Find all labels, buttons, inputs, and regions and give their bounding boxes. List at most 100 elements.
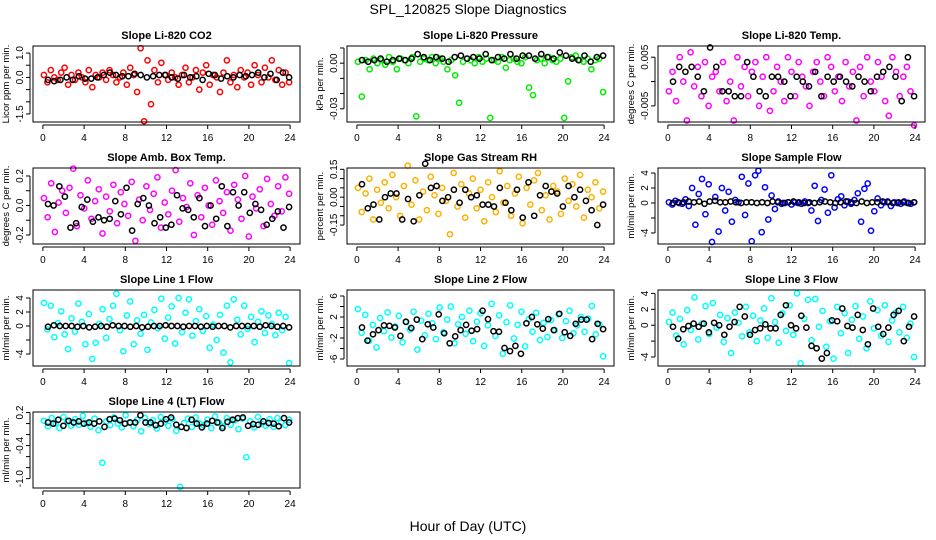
data-point bbox=[721, 207, 729, 214]
panel-title: Slope Line 4 (LT) Flow bbox=[109, 396, 225, 408]
data-point bbox=[514, 321, 521, 329]
x-tick-label: 24 bbox=[285, 133, 297, 144]
data-point bbox=[492, 208, 500, 216]
mean-point bbox=[137, 71, 145, 79]
mean-point bbox=[402, 318, 410, 326]
data-point bbox=[541, 59, 549, 67]
data-point bbox=[238, 215, 245, 223]
data-point bbox=[77, 191, 84, 199]
mean-point bbox=[710, 319, 718, 327]
data-point bbox=[240, 302, 248, 310]
x-tick-label: 8 bbox=[437, 255, 443, 266]
data-point bbox=[775, 339, 783, 347]
mean-point bbox=[211, 71, 219, 79]
data-point bbox=[499, 350, 507, 358]
mean-point bbox=[143, 74, 151, 81]
x-tick-label: 20 bbox=[243, 133, 255, 144]
data-point bbox=[154, 78, 162, 86]
mean-point bbox=[561, 328, 569, 336]
data-point bbox=[82, 78, 89, 86]
data-point bbox=[82, 340, 89, 348]
mean-point bbox=[695, 198, 703, 205]
mean-point bbox=[700, 87, 708, 95]
data-point bbox=[227, 78, 234, 86]
y-axis-label: ml/min per min. bbox=[315, 296, 326, 361]
data-point bbox=[220, 349, 227, 356]
mean-point bbox=[669, 78, 677, 85]
data-points bbox=[665, 167, 918, 246]
data-point bbox=[860, 92, 867, 100]
data-point bbox=[176, 483, 184, 491]
mean-point bbox=[369, 330, 377, 338]
data-point bbox=[400, 182, 408, 190]
mean-point bbox=[433, 182, 440, 190]
data-point bbox=[507, 212, 515, 220]
y-tick-label: 0.00 bbox=[329, 187, 340, 207]
data-points bbox=[40, 411, 293, 491]
data-point bbox=[824, 53, 831, 61]
data-point bbox=[220, 69, 227, 76]
x-tick-label: 20 bbox=[557, 377, 569, 388]
mean-point bbox=[155, 71, 163, 79]
mean-point bbox=[824, 73, 831, 81]
x-tick-label: 24 bbox=[910, 255, 922, 266]
data-point bbox=[44, 326, 51, 333]
x-tick-label: 4 bbox=[81, 499, 87, 510]
mean-point bbox=[364, 204, 372, 212]
mean-point bbox=[100, 71, 108, 79]
data-point bbox=[137, 427, 145, 435]
mean-point bbox=[753, 199, 761, 207]
mean-point bbox=[279, 322, 287, 330]
mean-point bbox=[61, 193, 69, 200]
data-point bbox=[502, 64, 510, 72]
mean-point bbox=[221, 322, 228, 330]
data-point bbox=[392, 193, 400, 201]
data-point bbox=[691, 294, 698, 301]
mean-point bbox=[741, 313, 749, 320]
mean-point bbox=[371, 56, 378, 64]
data-point bbox=[853, 117, 860, 124]
mean-point bbox=[500, 55, 508, 62]
data-point bbox=[244, 325, 251, 333]
data-point bbox=[85, 310, 93, 318]
mean-point bbox=[168, 74, 176, 81]
data-point bbox=[133, 88, 141, 96]
x-tick-label: 4 bbox=[81, 377, 87, 388]
data-point bbox=[113, 78, 120, 86]
data-point bbox=[768, 294, 775, 302]
x-tick-label: 8 bbox=[748, 255, 754, 266]
data-point bbox=[804, 296, 812, 304]
mean-point bbox=[217, 75, 225, 82]
data-point bbox=[412, 113, 420, 120]
mean-point bbox=[174, 322, 181, 330]
mean-point bbox=[112, 71, 120, 79]
data-point bbox=[863, 53, 871, 61]
data-point bbox=[121, 200, 128, 208]
mean-point bbox=[358, 56, 366, 64]
data-point bbox=[373, 186, 381, 194]
x-tick-label: 0 bbox=[40, 133, 46, 144]
y-tick-label: -2 bbox=[329, 333, 340, 342]
x-tick-label: 12 bbox=[161, 377, 173, 388]
panel-10: Slope Line 4 (LT) Flow ml/min per min. 0 4 8… bbox=[1, 396, 301, 510]
data-point bbox=[271, 331, 279, 339]
data-point bbox=[708, 238, 716, 246]
mean-point bbox=[397, 332, 404, 340]
mean-point bbox=[201, 222, 209, 230]
data-point bbox=[480, 217, 488, 225]
mean-point bbox=[756, 325, 764, 332]
mean-point bbox=[805, 83, 813, 90]
data-point bbox=[725, 188, 732, 196]
mean-point bbox=[72, 219, 80, 227]
mean-point bbox=[892, 73, 899, 81]
data-point bbox=[227, 359, 234, 366]
data-point bbox=[384, 308, 391, 316]
mean-point bbox=[156, 322, 164, 330]
mean-point bbox=[720, 331, 728, 339]
data-point bbox=[466, 307, 473, 315]
mean-point bbox=[519, 52, 527, 59]
data-point bbox=[755, 102, 763, 110]
y-tick-label: 2 bbox=[640, 185, 651, 191]
mean-point bbox=[168, 221, 175, 229]
data-point bbox=[580, 214, 588, 221]
